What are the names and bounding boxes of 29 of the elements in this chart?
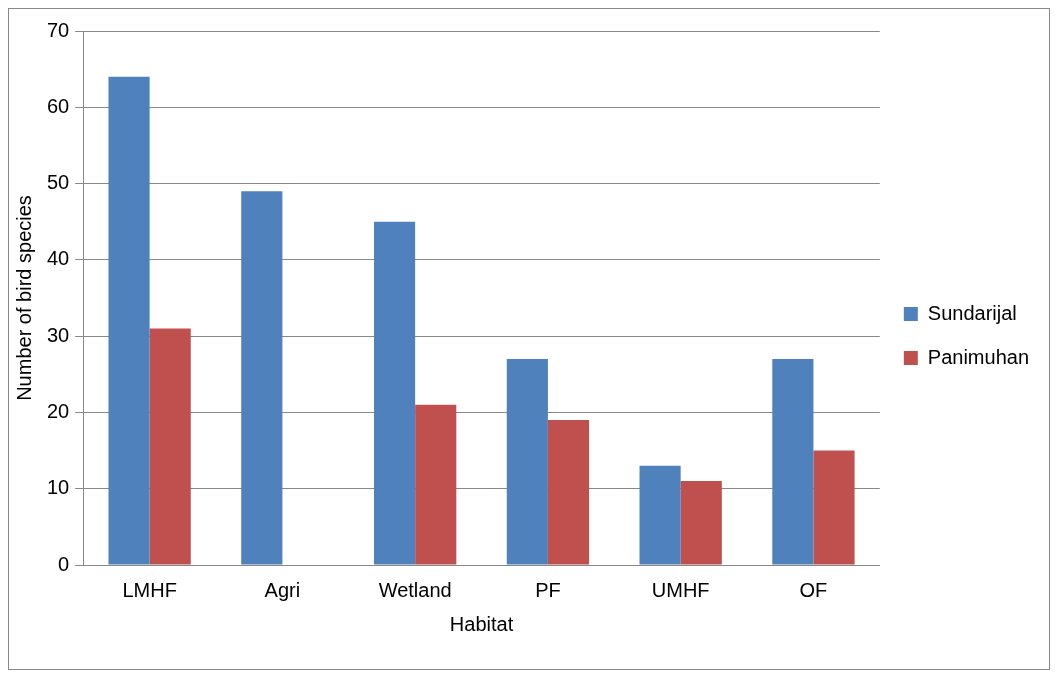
y-tick-label: 40 [47, 247, 70, 270]
x-tick-label: LMHF [122, 578, 177, 601]
x-tick-label: UMHF [651, 578, 710, 601]
y-tick-label: 60 [47, 94, 70, 117]
bar [149, 328, 191, 565]
bar [415, 404, 457, 565]
y-axis-title: Number of bird species [12, 195, 35, 401]
x-axis-title: Habitat [449, 612, 514, 635]
bar [547, 420, 590, 565]
bar [506, 359, 548, 565]
bar [680, 481, 722, 565]
x-tick-label: Wetland [378, 578, 452, 601]
bar [374, 221, 416, 565]
x-tick-label: Agri [264, 578, 301, 601]
y-tick-label: 70 [47, 18, 70, 41]
bar [241, 191, 283, 565]
y-tick-label: 0 [58, 552, 70, 575]
x-tick-label: PF [535, 578, 561, 601]
y-tick-label: 30 [47, 323, 70, 346]
y-tick-label: 50 [47, 171, 70, 194]
bar [639, 465, 681, 565]
legend-label: Panimuhan [927, 345, 1030, 368]
y-tick-label: 10 [47, 476, 70, 499]
legend-label: Sundarijal [927, 301, 1017, 324]
y-tick-label: 20 [47, 399, 70, 422]
bar [108, 76, 150, 565]
bar [813, 450, 855, 565]
bar [772, 359, 814, 565]
x-tick-label: OF [799, 578, 828, 601]
